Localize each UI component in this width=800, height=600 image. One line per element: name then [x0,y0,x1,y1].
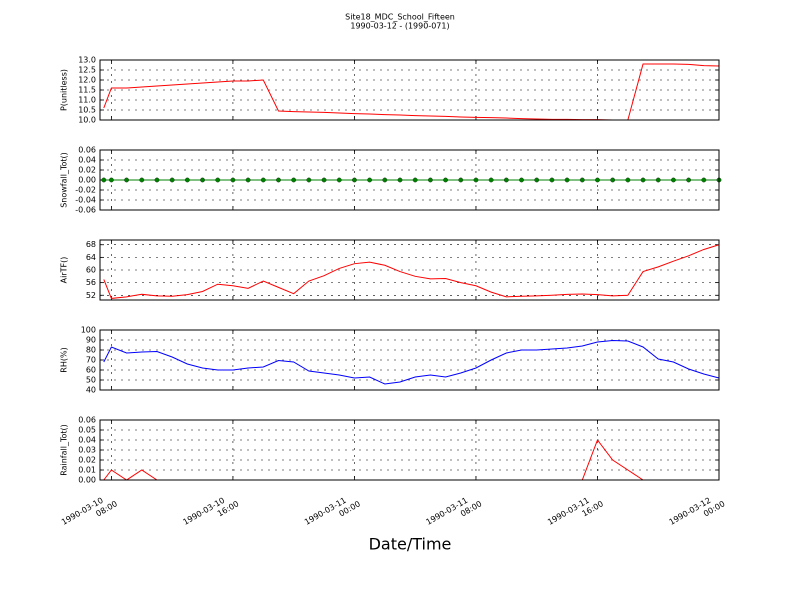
data-point [458,177,464,183]
data-point [382,177,388,183]
y-tick-label: 11.0 [78,96,96,105]
data-line [103,63,720,121]
y-tick-label: 0.04 [78,156,96,165]
data-point [534,177,540,183]
data-point [655,177,661,183]
data-point [519,177,524,183]
data-point [291,177,297,183]
y-tick-label: 0.06 [78,146,96,155]
data-line [103,339,720,385]
y-axis-label: RH(%) [60,347,69,372]
y-tick-label: 90 [86,336,96,345]
data-point [352,177,357,183]
y-tick-label: 50 [86,376,96,385]
data-point [686,177,691,183]
y-tick-label: 0.04 [78,436,96,445]
data-point [245,177,251,183]
chart-title: Site18_MDC_School_Fifteen [345,13,455,22]
y-tick-label: 100 [81,326,96,335]
x-tick-label: 1990-03-11 08:00 [424,490,483,535]
y-tick-label: 60 [86,266,96,275]
y-tick-label: 70 [86,356,96,365]
y-axis-label: P(unitless) [60,69,69,111]
y-tick-label: -0.06 [75,206,96,215]
y-tick-label: 0.02 [78,456,96,465]
data-point [260,177,266,183]
x-axis-label: Date/Time [369,535,452,554]
y-axis-label: Rainfall_Tot() [60,424,69,476]
data-point [625,177,631,183]
y-tick-label: 64 [86,253,96,262]
data-point [101,177,107,183]
y-tick-label: 0.00 [78,176,96,185]
y-tick-label: 52 [86,291,96,300]
data-point [367,177,372,183]
y-tick-label: 0.01 [78,466,96,475]
y-tick-label: 10.5 [78,106,96,115]
data-point [443,177,448,183]
y-tick-label: 80 [86,346,96,355]
data-point [184,177,190,183]
y-axis-label: Snowfall_Tot() [60,152,69,208]
data-point [595,177,600,183]
data-point [124,177,129,183]
y-tick-label: 10.0 [78,116,96,125]
data-point [579,177,585,183]
y-tick-label: 0.02 [78,166,96,175]
data-point [549,177,555,183]
plot-frame [99,329,720,391]
y-tick-label: 0.03 [78,446,96,455]
data-point [336,177,342,183]
y-tick-label: 40 [86,386,96,395]
y-tick-label: -0.04 [75,196,96,205]
plot-frame [99,239,720,301]
data-point [397,177,403,183]
x-tick-label: 1990-03-11 00:00 [303,490,362,535]
data-point [169,177,175,183]
chart-subtitle: 1990-03-12 - (1990-071) [350,22,449,31]
data-point [139,177,145,183]
data-point [428,177,433,183]
y-tick-label: -0.02 [75,186,96,195]
data-point [701,177,707,183]
data-point [276,177,281,183]
data-point [230,177,236,183]
y-tick-label: 12.5 [78,66,96,75]
data-point [488,177,494,183]
data-point [473,177,479,183]
x-tick-label: 1990-03-11 16:00 [546,490,605,535]
data-point [671,177,676,183]
data-point [306,177,312,183]
y-tick-label: 68 [86,240,96,249]
y-tick-label: 60 [86,366,96,375]
data-point [640,177,646,183]
data-point [610,177,616,183]
y-tick-label: 11.5 [78,86,96,95]
data-point [321,177,327,183]
data-point [109,177,114,183]
y-tick-label: 56 [86,278,96,287]
plot-frame [99,149,720,211]
y-axis-label: AirTF() [60,257,69,284]
data-point [503,177,509,183]
y-tick-label: 13.0 [78,56,96,65]
x-tick-label: 1990-03-12 00:00 [667,490,726,535]
x-tick-label: 1990-03-10 16:00 [181,490,240,535]
y-tick-label: 0.06 [78,416,96,425]
data-line [103,244,720,299]
y-tick-label: 0.05 [78,426,96,435]
data-point [154,177,160,183]
plot-frame [99,59,720,121]
x-tick-label: 1990-03-10 08:00 [60,490,119,535]
data-point [412,177,418,183]
y-tick-label: 12.0 [78,76,96,85]
data-point [200,177,205,183]
plot-frame [99,419,720,481]
y-tick-label: 0.00 [78,476,96,485]
data-point [215,177,221,183]
data-point [564,177,570,183]
